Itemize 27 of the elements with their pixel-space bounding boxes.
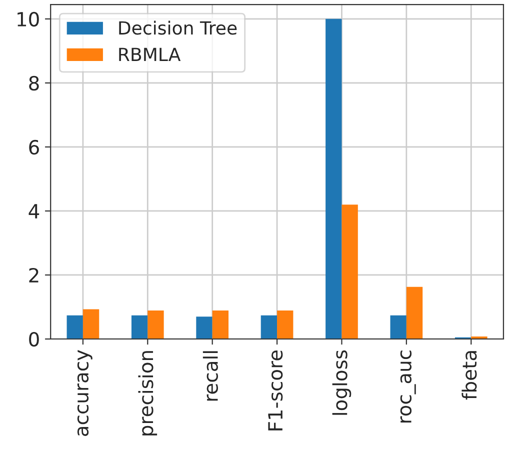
- bar: [196, 316, 212, 339]
- x-tick-label: F1-score: [268, 350, 283, 430]
- legend-label: Decision Tree: [119, 20, 237, 35]
- bar: [260, 315, 278, 339]
- x-tick-label: recall: [202, 351, 218, 401]
- x-tick-label: fbeta: [462, 351, 477, 400]
- y-tick-label: 0: [29, 332, 39, 347]
- bar: [66, 315, 83, 339]
- y-tick-label: 8: [29, 76, 39, 91]
- bar: [277, 310, 294, 339]
- bar: [390, 315, 406, 339]
- y-tick-label: 4: [28, 204, 40, 218]
- bar: [342, 204, 358, 339]
- x-tick-label: logloss: [332, 350, 352, 415]
- x-tick-label: precision: [138, 351, 158, 436]
- y-tick-label: 2: [29, 268, 38, 282]
- y-tick-label: 10: [18, 12, 39, 27]
- y-tick-label: 6: [29, 140, 39, 155]
- legend-label: RBMLA: [119, 48, 181, 61]
- bar: [148, 310, 164, 339]
- bar: [212, 310, 229, 339]
- bar: [82, 309, 100, 339]
- x-tick-label: roc_auc: [400, 350, 416, 422]
- bar: [326, 18, 342, 339]
- bar: [406, 286, 423, 339]
- x-tick-label: accuracy: [77, 350, 92, 436]
- bar: [131, 315, 148, 339]
